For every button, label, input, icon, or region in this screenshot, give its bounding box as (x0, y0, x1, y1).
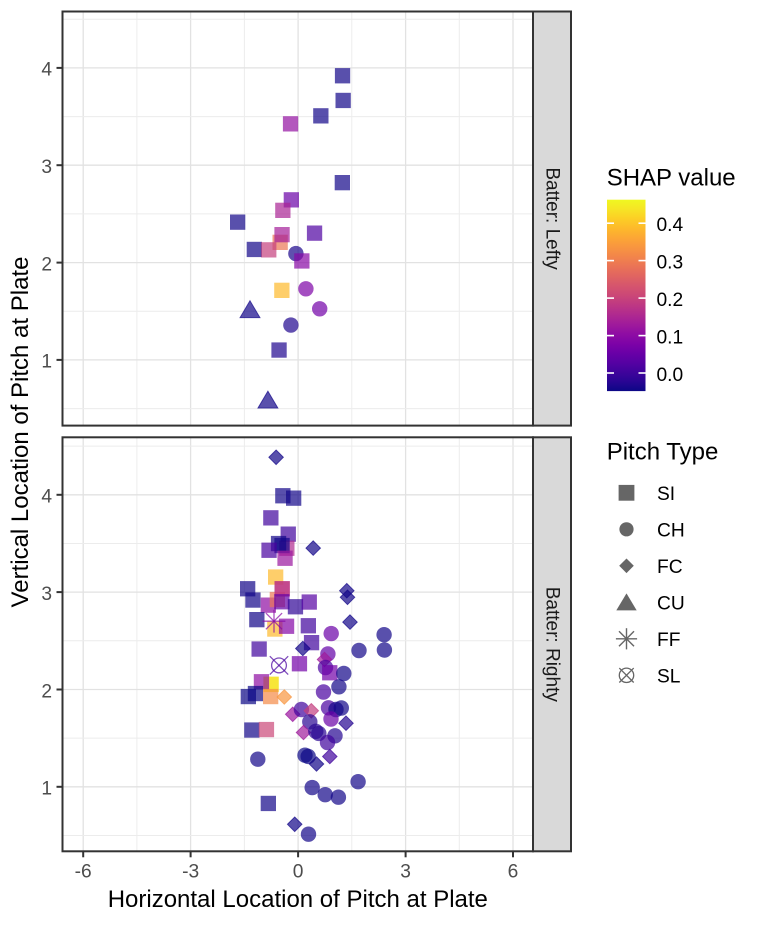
svg-text:4: 4 (41, 60, 52, 81)
svg-text:SI: SI (657, 484, 675, 505)
svg-text:0: 0 (293, 862, 304, 883)
svg-text:FC: FC (657, 557, 683, 578)
svg-text:Horizontal Location of Pitch a: Horizontal Location of Pitch at Plate (108, 886, 488, 913)
svg-text:0.1: 0.1 (657, 328, 684, 349)
svg-text:3: 3 (41, 157, 52, 178)
svg-text:4: 4 (41, 487, 52, 508)
svg-text:-6: -6 (75, 862, 92, 883)
svg-text:SL: SL (657, 666, 681, 687)
svg-text:Vertical Location of Pitch at: Vertical Location of Pitch at Plate (7, 257, 34, 608)
svg-text:-3: -3 (182, 862, 199, 883)
svg-text:3: 3 (400, 862, 411, 883)
svg-text:3: 3 (41, 584, 52, 605)
svg-text:CH: CH (657, 520, 685, 541)
svg-text:2: 2 (41, 681, 52, 702)
svg-text:0.3: 0.3 (657, 253, 684, 274)
svg-text:Pitch Type: Pitch Type (607, 439, 719, 466)
svg-text:Batter: Righty: Batter: Righty (542, 587, 563, 703)
svg-text:1: 1 (41, 352, 52, 373)
svg-text:0.0: 0.0 (657, 365, 684, 386)
svg-text:SHAP value: SHAP value (607, 165, 736, 192)
svg-text:FF: FF (657, 630, 680, 651)
svg-text:1: 1 (41, 779, 52, 800)
svg-text:2: 2 (41, 254, 52, 275)
svg-text:0.4: 0.4 (657, 215, 684, 236)
svg-text:6: 6 (508, 862, 519, 883)
svg-text:CU: CU (657, 593, 685, 614)
svg-text:Batter: Lefty: Batter: Lefty (542, 167, 563, 270)
svg-text:0.2: 0.2 (657, 290, 684, 311)
